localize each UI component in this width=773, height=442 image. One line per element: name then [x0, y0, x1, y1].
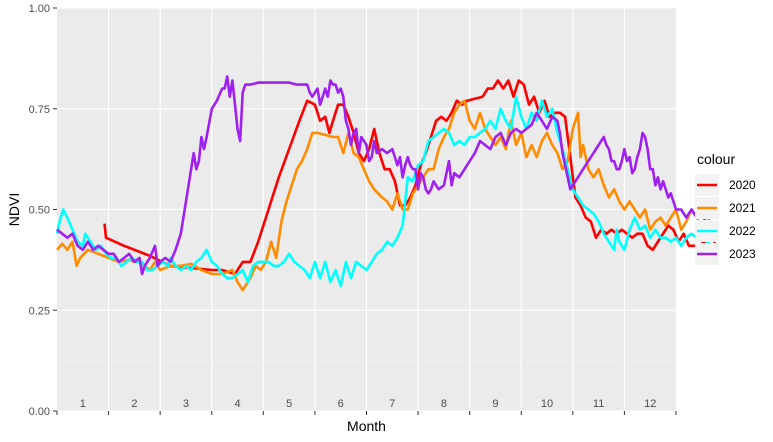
series-line-2023: [56, 75, 715, 276]
y-axis: 0.00 0.25 0.50 0.75 1.00: [29, 3, 57, 418]
legend-label: 2023: [729, 247, 756, 261]
x-axis-title: Month: [347, 418, 386, 434]
x-tick-label: 1: [80, 398, 86, 410]
gridlines-x: [108, 8, 625, 411]
y-tick-label: 0.00: [29, 406, 50, 418]
series-line-2022: [55, 95, 713, 288]
x-tick-label: 11: [593, 398, 604, 410]
x-axis: 1 2 3 4 5 6 7 8 9 10 11 12: [56, 398, 677, 415]
x-tick-label: 6: [338, 398, 344, 410]
y-tick-label: 0.25: [29, 305, 50, 317]
y-tick-label: 1.00: [29, 3, 50, 15]
x-tick-label: 3: [183, 398, 189, 410]
x-tick-label: 8: [441, 398, 447, 410]
legend-title: colour: [697, 151, 735, 167]
series-line-2020: [103, 79, 716, 276]
x-tick-label: 9: [492, 398, 498, 410]
y-tick-label: 0.75: [29, 104, 50, 116]
legend-label: 2022: [729, 224, 756, 238]
series-lines: [55, 75, 716, 292]
x-tick-label: 10: [541, 398, 553, 410]
x-tick-label: 12: [644, 398, 656, 410]
legend-label: 2020: [729, 178, 756, 192]
x-tick-label: 5: [286, 398, 292, 410]
x-tick-label: 7: [389, 398, 395, 410]
y-tick-label: 0.50: [29, 205, 50, 217]
legend: colour 2020 2021 2022 2023: [695, 151, 756, 265]
y-axis-title: NDVI: [6, 193, 22, 226]
x-tick-label: 4: [234, 398, 240, 410]
x-tick-label: 2: [131, 398, 137, 410]
legend-label: 2021: [729, 201, 756, 215]
legend-items: 2020 2021 2022 2023: [695, 174, 756, 265]
